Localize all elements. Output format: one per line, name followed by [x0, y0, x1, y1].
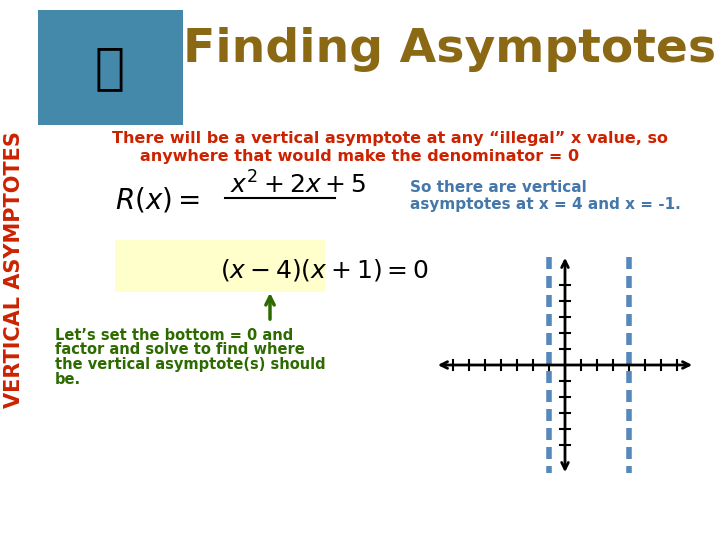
Text: factor and solve to find where: factor and solve to find where — [55, 342, 305, 357]
Text: be.: be. — [55, 373, 81, 388]
Text: $(x-4)(x+1)=0$: $(x-4)(x+1)=0$ — [220, 257, 428, 283]
Text: Let’s set the bottom = 0 and: Let’s set the bottom = 0 and — [55, 327, 293, 342]
Text: anywhere that would make the denominator = 0: anywhere that would make the denominator… — [140, 150, 580, 165]
Text: $R(x)=$: $R(x)=$ — [115, 186, 200, 214]
Text: So there are vertical: So there are vertical — [410, 180, 587, 195]
Bar — [38, 10, 183, 125]
Text: $x^2 + 2x + 5$: $x^2 + 2x + 5$ — [230, 171, 366, 199]
Text: 🐟: 🐟 — [95, 44, 125, 92]
Text: VERTICAL ASYMPTOTES: VERTICAL ASYMPTOTES — [4, 132, 24, 408]
Text: asymptotes at x = 4 and x = -1.: asymptotes at x = 4 and x = -1. — [410, 198, 680, 213]
Text: the vertical asymptote(s) should: the vertical asymptote(s) should — [55, 357, 325, 373]
Text: There will be a vertical asymptote at any “illegal” x value, so: There will be a vertical asymptote at an… — [112, 131, 668, 145]
Bar — [115, 240, 325, 292]
Text: Finding Asymptotes: Finding Asymptotes — [184, 28, 716, 72]
